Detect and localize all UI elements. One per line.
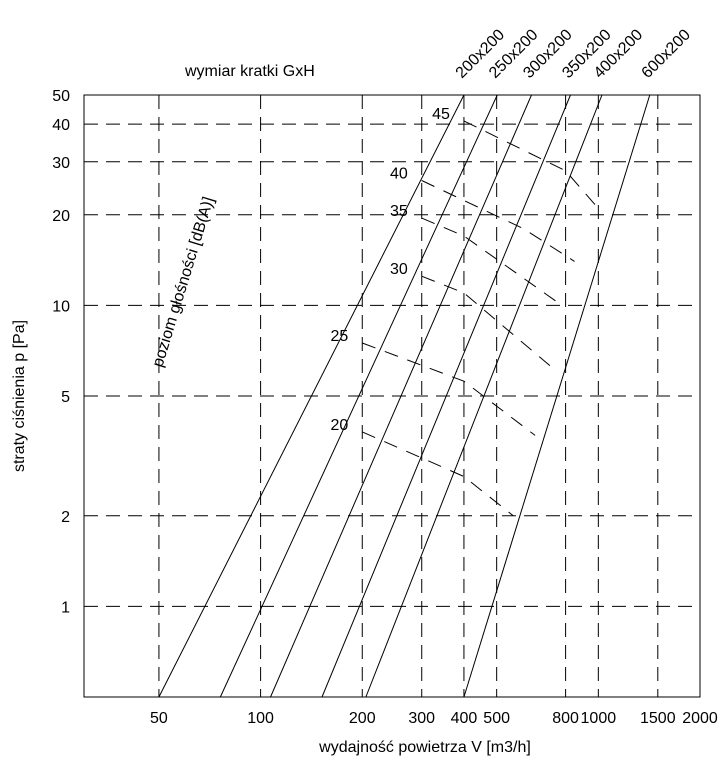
x-tick-label: 100: [247, 710, 274, 727]
noise-labels: 45 40 35 30 25 20: [330, 106, 450, 434]
x-tick-label: 1500: [640, 710, 676, 727]
noise-label: 40: [390, 165, 408, 182]
noise-axis-label: poziom głośności [dB(A)]: [150, 195, 218, 369]
noise-curve: [421, 180, 575, 262]
x-tick-label: 2000: [682, 710, 718, 727]
series-label: 600x200: [639, 26, 695, 82]
series-line: [270, 94, 532, 698]
x-tick-label: 200: [349, 710, 376, 727]
series-line: [158, 94, 465, 698]
y-tick-labels: 1 2 5 10 20 30 40 50: [52, 88, 70, 616]
series-line: [463, 94, 651, 698]
series-labels: 200x200250x200300x200350x200400x200600x2…: [453, 26, 694, 82]
series-line: [219, 94, 498, 698]
noise-label: 20: [330, 417, 348, 434]
noise-curve: [463, 120, 599, 209]
noise-label: 25: [330, 328, 348, 345]
noise-label: 45: [432, 106, 450, 123]
y-tick-label: 50: [52, 88, 70, 105]
top-axis-label: wymiar kratki GxH: [184, 63, 315, 80]
y-tick-label: 20: [52, 208, 70, 225]
noise-curve: [421, 275, 551, 367]
y-tick-label: 10: [52, 298, 70, 315]
x-tick-label: 1000: [581, 710, 617, 727]
x-tick-label: 300: [408, 710, 435, 727]
noise-curve: [362, 431, 514, 517]
y-tick-label: 2: [61, 509, 70, 526]
noise-curve: [362, 342, 536, 436]
y-tick-label: 30: [52, 155, 70, 172]
y-axis-label: straty ciśnienia p [Pa]: [11, 320, 28, 472]
y-tick-label: 40: [52, 117, 70, 134]
series-line: [321, 94, 571, 698]
noise-curves: [362, 120, 599, 517]
noise-label: 30: [390, 261, 408, 278]
noise-label: 35: [390, 203, 408, 220]
noise-curve: [421, 217, 563, 306]
x-tick-labels: 50 100 200 300 400 500 800 1000 1500 2000: [150, 710, 718, 727]
x-tick-label: 500: [483, 710, 510, 727]
plot-frame: [83, 94, 701, 698]
y-tick-label: 1: [61, 599, 70, 616]
x-axis-label: wydajność powietrza V [m3/h]: [318, 739, 531, 756]
y-tick-label: 5: [61, 389, 70, 406]
x-tick-label: 50: [150, 710, 168, 727]
x-tick-label: 400: [451, 710, 478, 727]
grid: [84, 95, 701, 697]
x-tick-label: 800: [552, 710, 579, 727]
